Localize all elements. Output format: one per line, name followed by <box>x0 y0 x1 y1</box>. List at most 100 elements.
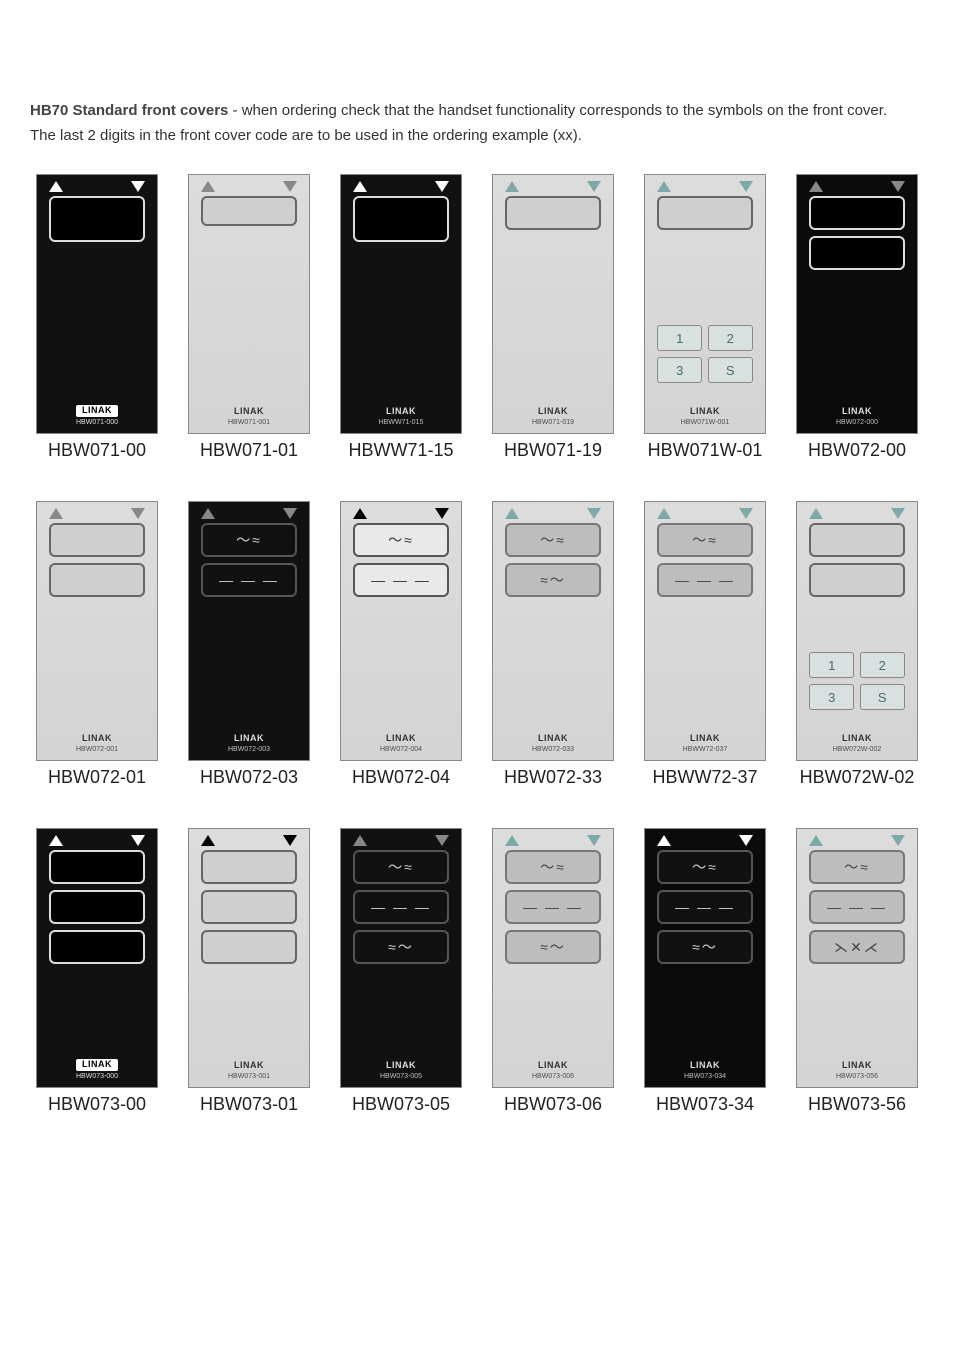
front-cover: LINAKHBW072-001 <box>36 501 158 761</box>
front-cover: 〜≈— — —LINAKHBW072-004 <box>340 501 462 761</box>
cover-caption: HBW072-00 <box>808 440 906 461</box>
brand-label: LINAKHBW073-006 <box>493 1061 613 1081</box>
tri-row <box>347 508 455 519</box>
front-cover: 123SLINAKHBW072W-002 <box>796 501 918 761</box>
cover-caption: HBWW72-37 <box>652 767 757 788</box>
down-icon <box>435 181 449 192</box>
up-icon <box>201 508 215 519</box>
intro-text: HB70 Standard front covers - when orderi… <box>30 100 924 121</box>
down-icon <box>739 508 753 519</box>
memory-keypad: 123S <box>657 325 752 383</box>
cover-caption: HBW073-05 <box>352 1094 450 1115</box>
cover-caption: HBW073-01 <box>200 1094 298 1115</box>
brand-label: LINAKHBW072-000 <box>797 407 917 427</box>
brand-code: HBW072-003 <box>228 746 270 753</box>
display-window <box>201 930 296 964</box>
brand-code: HBW071-000 <box>76 419 118 426</box>
cover-caption: HBW073-56 <box>808 1094 906 1115</box>
pictogram-block: 〜≈ <box>657 850 752 884</box>
pictogram-block: 〜≈ <box>353 850 448 884</box>
tri-row <box>651 181 759 192</box>
brand-name: LINAK <box>842 406 872 416</box>
brand-label: LINAKHBW073-005 <box>341 1061 461 1081</box>
cover-caption: HBW073-06 <box>504 1094 602 1115</box>
front-cover: 〜≈— — —⋋✕⋌LINAKHBW073-056 <box>796 828 918 1088</box>
brand-label: LINAKHBW071-019 <box>493 407 613 427</box>
tri-row <box>347 181 455 192</box>
brand-name: LINAK <box>76 405 118 417</box>
down-icon <box>891 181 905 192</box>
brand-label: LINAKHBW071W-001 <box>645 407 765 427</box>
display-window <box>49 563 144 597</box>
cover-cell: LINAKHBW073-001 HBW073-01 <box>182 828 316 1115</box>
memory-key: 3 <box>809 684 854 710</box>
pictogram-block: 〜≈ <box>353 523 448 557</box>
display-window <box>809 523 904 557</box>
cover-cell: 〜≈— — —⋋✕⋌LINAKHBW073-056 HBW073-56 <box>790 828 924 1115</box>
pictogram-block: 〜≈ <box>657 523 752 557</box>
brand-code: HBW073-056 <box>836 1073 878 1080</box>
brand-label: LINAKHBW072W-002 <box>797 734 917 754</box>
cover-cell: LINAKHBW072-001HBW072-01 <box>30 501 164 788</box>
brand-code: HBW072-033 <box>532 746 574 753</box>
front-cover: LINAKHBW073-001 <box>188 828 310 1088</box>
memory-key: S <box>708 357 753 383</box>
display-window <box>657 196 752 230</box>
tri-row <box>803 508 911 519</box>
tri-row <box>195 508 303 519</box>
brand-code: HBW071-001 <box>228 419 270 426</box>
pictogram-block: ⋋✕⋌ <box>809 930 904 964</box>
tri-row <box>195 835 303 846</box>
tri-row <box>803 835 911 846</box>
brand-name: LINAK <box>690 406 720 416</box>
cover-caption: HBW073-00 <box>48 1094 146 1115</box>
front-cover: 〜≈— — —≈〜LINAKHBW073-006 <box>492 828 614 1088</box>
up-icon <box>505 835 519 846</box>
front-cover: LINAKHBW071-019 <box>492 174 614 434</box>
down-icon <box>435 835 449 846</box>
down-icon <box>283 181 297 192</box>
brand-label: LINAKHBW073-000 <box>37 1059 157 1081</box>
display-window <box>49 890 144 924</box>
up-icon <box>49 508 63 519</box>
cover-cell: LINAKHBW073-000 HBW073-00 <box>30 828 164 1115</box>
front-cover: 〜≈≈〜LINAKHBW072-033 <box>492 501 614 761</box>
display-window <box>49 930 144 964</box>
display-window <box>201 850 296 884</box>
intro-rest: - when ordering check that the handset f… <box>228 102 887 119</box>
brand-name: LINAK <box>82 733 112 743</box>
tri-row <box>347 835 455 846</box>
memory-key: S <box>860 684 905 710</box>
tri-row <box>195 181 303 192</box>
up-icon <box>657 181 671 192</box>
tri-row <box>651 835 759 846</box>
cover-grid: LINAKHBW071-000HBW071-00LINAKHBW071-001H… <box>30 174 924 1115</box>
down-icon <box>587 835 601 846</box>
down-icon <box>587 181 601 192</box>
cover-cell: LINAKHBW071-019 HBW071-19 <box>486 174 620 461</box>
cover-caption: HBW071-19 <box>504 440 602 461</box>
cover-caption: HBWW71-15 <box>348 440 453 461</box>
up-icon <box>353 181 367 192</box>
tri-row <box>803 181 911 192</box>
down-icon <box>435 508 449 519</box>
cover-caption: HBW072-04 <box>352 767 450 788</box>
brand-label: LINAK HBW071-000 <box>37 405 157 427</box>
down-icon <box>891 835 905 846</box>
brand-name: LINAK <box>386 1060 416 1070</box>
brand-label: LINAKHBW073-001 <box>189 1061 309 1081</box>
pictogram-block: — — — <box>201 563 296 597</box>
display-window <box>353 196 448 242</box>
front-cover: 〜≈— — —≈〜LINAKHBW073-034 <box>644 828 766 1088</box>
memory-key: 1 <box>809 652 854 678</box>
cover-caption: HBW072W-02 <box>800 767 915 788</box>
up-icon <box>809 181 823 192</box>
tri-row <box>499 508 607 519</box>
memory-key: 3 <box>657 357 702 383</box>
front-cover: 〜≈— — —LINAKHBWW72-037 <box>644 501 766 761</box>
pictogram-block: 〜≈ <box>505 850 600 884</box>
tri-row <box>499 835 607 846</box>
cover-cell: 〜≈— — —≈〜LINAKHBW073-034HBW073-34 <box>638 828 772 1115</box>
front-cover: 123S LINAKHBW071W-001 <box>644 174 766 434</box>
brand-label: LINAKHBWW71-015 <box>341 407 461 427</box>
